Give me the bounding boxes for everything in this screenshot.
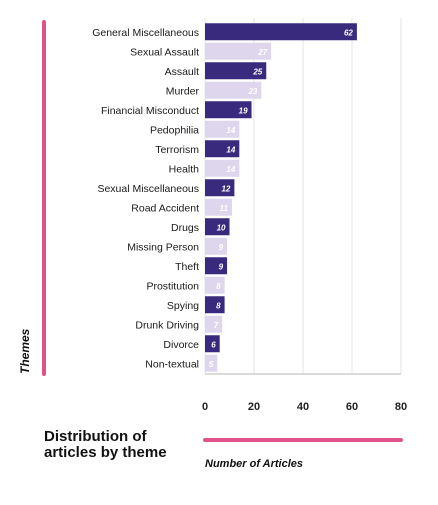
category-label: Missing Person	[127, 241, 199, 253]
category-label: Health	[169, 163, 200, 175]
data-label: 8	[216, 301, 221, 310]
category-label: Prostitution	[146, 280, 199, 292]
bar	[205, 354, 218, 372]
x-axis-title: Number of Articles	[205, 458, 304, 470]
category-label: Road Accident	[131, 202, 199, 214]
data-label: 27	[257, 48, 267, 57]
y-axis-title: Themes	[18, 328, 32, 374]
category-label: Murder	[166, 85, 200, 97]
data-label: 8	[216, 282, 221, 291]
data-label: 9	[219, 243, 224, 252]
category-label: Drugs	[171, 222, 199, 234]
category-label: Financial Misconduct	[101, 105, 199, 117]
x-tick-label: 20	[248, 401, 260, 413]
bar	[205, 257, 228, 275]
data-label: 23	[247, 87, 257, 96]
data-label: 25	[252, 67, 262, 76]
category-label: General Miscellaneous	[92, 27, 199, 39]
bar	[205, 42, 272, 60]
category-label: Divorce	[163, 339, 199, 351]
category-label: Pedophilia	[150, 124, 199, 136]
category-label: Drunk Driving	[135, 319, 199, 331]
bar	[205, 315, 223, 333]
bar	[205, 81, 262, 99]
x-tick-label: 40	[297, 401, 309, 413]
bar	[205, 140, 240, 158]
category-label: Spying	[167, 300, 199, 312]
bar	[205, 276, 225, 294]
bar	[205, 23, 357, 41]
bar	[205, 218, 230, 236]
bar	[205, 237, 228, 255]
data-label: 11	[220, 204, 229, 213]
data-label: 7	[214, 321, 219, 330]
chart-caption: Distribution of articles by theme	[44, 428, 167, 461]
data-label: 14	[226, 145, 235, 154]
category-label: Terrorism	[155, 144, 199, 156]
bar	[205, 296, 225, 314]
data-label: 6	[211, 340, 216, 349]
data-label: 9	[219, 262, 224, 271]
category-label: Theft	[175, 261, 199, 273]
category-label: Non-textual	[145, 358, 199, 370]
data-label: 14	[226, 165, 235, 174]
x-tick-label: 0	[202, 401, 208, 413]
x-tick-label: 80	[395, 401, 407, 413]
category-label: Assault	[165, 66, 200, 78]
data-label: 19	[239, 106, 248, 115]
bar	[205, 335, 220, 353]
bar	[205, 101, 252, 119]
data-label: 62	[344, 28, 353, 37]
bar	[205, 179, 235, 197]
category-label: Sexual Assault	[130, 46, 199, 58]
x-tick-label: 60	[346, 401, 358, 413]
y-axis-accent-bar	[42, 20, 46, 376]
bar	[205, 120, 240, 138]
data-label: 14	[226, 126, 235, 135]
x-axis-accent-bar	[203, 438, 403, 442]
data-label: 10	[217, 223, 226, 232]
bar	[205, 62, 267, 80]
bar	[205, 198, 232, 216]
data-label: 12	[221, 184, 230, 193]
category-label: Sexual Miscellaneous	[97, 183, 199, 195]
bar	[205, 159, 240, 177]
data-label: 5	[209, 360, 214, 369]
